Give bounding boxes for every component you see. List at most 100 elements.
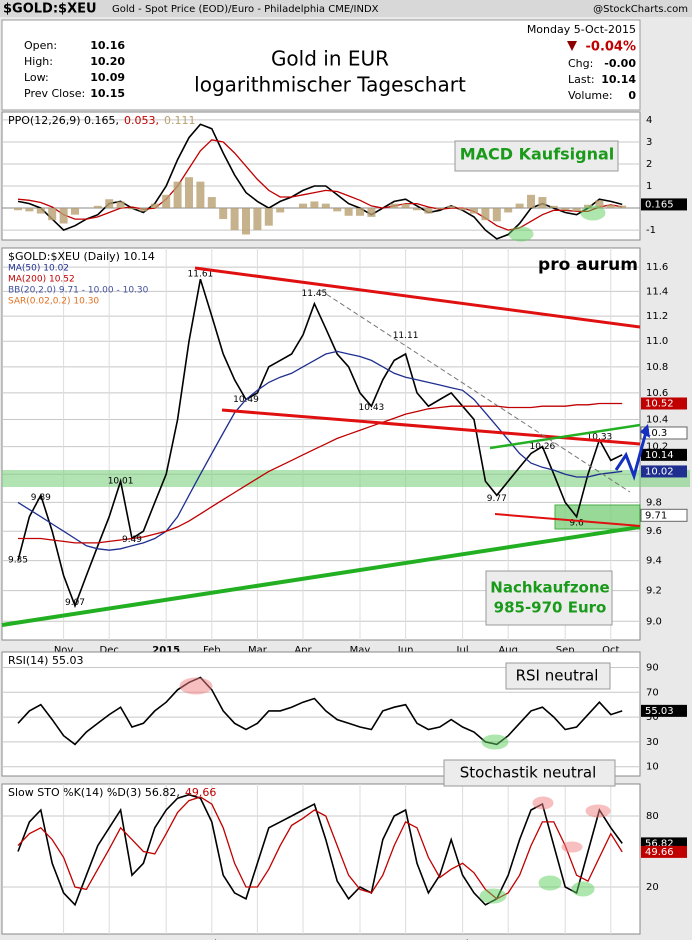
price-label: 9.49 <box>122 535 142 545</box>
histogram-bar <box>71 208 79 215</box>
histogram-bar <box>150 203 159 209</box>
chart-title: Gold in EUR <box>271 47 389 71</box>
annotation-box <box>443 759 616 787</box>
series-line <box>18 402 623 544</box>
annotation-box <box>454 140 619 172</box>
last-value-label: 0.165 <box>645 199 674 210</box>
quote-value: -0.00 <box>604 57 636 70</box>
x-tick-label: Sep <box>556 645 575 656</box>
histogram-bar <box>447 205 456 209</box>
quote-date: Monday 5-Oct-2015 <box>527 23 636 36</box>
trend-line <box>489 423 641 450</box>
series-line <box>17 796 623 900</box>
y-tick-label: 20 <box>646 882 659 893</box>
histogram-bar <box>367 208 376 217</box>
y-tick-label: 90 <box>646 663 659 674</box>
annotation: RSI neutral <box>516 667 599 685</box>
legend-entry: BB(20,2.0) 9.71 - 10.00 - 10.30 <box>8 286 149 296</box>
source: @StockCharts.com <box>593 4 688 15</box>
quote-value: 10.15 <box>90 87 125 100</box>
histogram-bar <box>173 181 182 209</box>
price-label: 10.49 <box>233 395 259 405</box>
support-zone <box>2 470 690 487</box>
legend-entry: $GOLD:$XEU (Daily) 10.14 <box>8 250 155 263</box>
histogram-bar <box>14 208 22 211</box>
last-value-tag <box>641 397 687 410</box>
y-tick-label: 1 <box>646 181 652 192</box>
histogram-bar <box>242 208 250 235</box>
y-tick-label: 11.4 <box>646 286 668 297</box>
histogram-bar <box>481 208 490 221</box>
quote-value: 10.09 <box>90 71 125 84</box>
y-tick-label: 10.2 <box>646 442 668 453</box>
legend-entry: MA(50) 10.02 <box>8 264 69 274</box>
last-value-tag <box>641 465 687 478</box>
x-tick-label: Apr <box>294 645 312 656</box>
histogram-bar <box>185 177 193 209</box>
right-tag <box>640 508 688 522</box>
histogram-bar <box>504 208 513 213</box>
trend-line <box>319 289 631 493</box>
price-label: 11.45 <box>302 289 328 299</box>
y-tick-label: 10.4 <box>646 415 668 426</box>
y-tick-label: 2 <box>646 159 652 170</box>
legend-entry: 0.111 <box>164 114 196 127</box>
x-tick-label: Aug <box>498 645 518 656</box>
right-tag <box>640 426 688 440</box>
quote-label: Chg: <box>568 57 593 70</box>
y-tick-label: 10.8 <box>646 362 668 373</box>
histogram-bar <box>458 208 467 211</box>
down-arrow <box>567 41 577 51</box>
histogram-bar <box>219 208 228 220</box>
y-tick-label: 9.0 <box>646 616 662 627</box>
last-value-label: 10.14 <box>645 450 674 461</box>
price-label: 10.01 <box>108 476 134 486</box>
histogram-bar <box>264 208 273 226</box>
histogram-bar <box>606 204 615 209</box>
highlight <box>179 677 213 695</box>
annotation-box <box>505 662 611 690</box>
last-value-label: 10.02 <box>645 466 674 477</box>
price-label: 11.61 <box>188 269 214 279</box>
histogram-bar <box>413 208 421 211</box>
panel <box>1 111 641 241</box>
histogram-bar <box>356 208 364 216</box>
histogram-bar <box>162 194 171 209</box>
legend-entry: 0.053, <box>124 114 159 127</box>
histogram-bar <box>196 181 205 209</box>
price-label: 11.11 <box>393 331 419 341</box>
highlight <box>532 796 554 810</box>
right-tag-label: 10.3 <box>645 428 667 439</box>
series-line <box>17 350 623 551</box>
quote-change: -0.04% <box>586 40 637 55</box>
histogram-bar <box>470 208 478 214</box>
price-label: 10.43 <box>359 403 385 413</box>
y-tick-label: 9.2 <box>646 586 662 597</box>
highlight <box>508 226 534 242</box>
price-label: 9.07 <box>65 598 85 608</box>
last-value-label: 10.52 <box>645 398 674 409</box>
arrow-head <box>640 424 650 438</box>
last-value-label: 49.66 <box>645 847 674 858</box>
quote-label: Volume: <box>568 89 613 102</box>
histogram-bar <box>492 208 501 222</box>
annotation: pro aurum <box>538 255 638 275</box>
legend-entry: PPO(12,26,9) 0.165, <box>8 114 119 127</box>
highlight <box>538 875 562 891</box>
chart-subtitle: logarithmischer Tageschart <box>194 73 466 97</box>
price-label: 9.35 <box>8 556 28 566</box>
y-tick-label: 11.0 <box>646 336 668 347</box>
histogram-bar <box>333 208 342 212</box>
last-value-tag <box>641 845 687 858</box>
histogram-bar <box>105 199 114 209</box>
histogram-bar <box>139 208 148 212</box>
histogram-bar <box>299 203 307 209</box>
y-tick-label: 10 <box>646 762 659 773</box>
y-tick-label: 9.8 <box>646 497 662 508</box>
trend-line <box>1 525 641 627</box>
highlight <box>580 205 606 221</box>
histogram-bar <box>435 208 444 210</box>
legend-entry: Slow STO %K(14) %D(3) 56.82, <box>8 786 180 799</box>
right-tag-label: 9.71 <box>645 510 667 521</box>
quote-label: High: <box>24 55 53 68</box>
